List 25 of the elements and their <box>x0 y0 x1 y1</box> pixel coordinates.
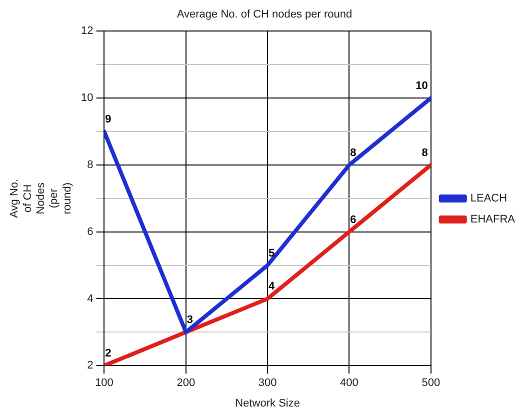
data-label: 3 <box>186 314 193 326</box>
x-tick-label: 200 <box>176 377 196 390</box>
x-axis-title: Network Size <box>235 397 300 410</box>
data-label: 5 <box>268 247 275 260</box>
x-tick-label: 300 <box>258 377 277 390</box>
legend-label: LEACH <box>470 192 508 205</box>
y-tick-label: 2 <box>87 360 94 372</box>
legend-label: EHAFRA <box>470 214 516 226</box>
x-tick-label: 400 <box>340 377 358 390</box>
chart-title: Average No. of CH nodes per round <box>176 8 352 21</box>
y-tick-label: 10 <box>80 92 94 104</box>
y-axis-title: Avg No. of CH Nodes (per round) <box>8 178 74 218</box>
x-tick-label: 100 <box>95 377 114 390</box>
data-label: 10 <box>416 80 428 92</box>
data-label: 4 <box>268 280 276 293</box>
data-label: 2 <box>105 348 112 360</box>
data-label: 8 <box>422 146 428 159</box>
y-tick-label: 4 <box>87 292 94 305</box>
data-label: 6 <box>350 214 356 226</box>
data-label: 9 <box>105 114 112 126</box>
x-tick-label: 500 <box>422 377 440 390</box>
data-label: 8 <box>350 146 356 159</box>
y-tick-label: 6 <box>87 226 94 238</box>
y-tick-label: 8 <box>87 158 94 171</box>
y-tick-label: 12 <box>80 25 94 38</box>
